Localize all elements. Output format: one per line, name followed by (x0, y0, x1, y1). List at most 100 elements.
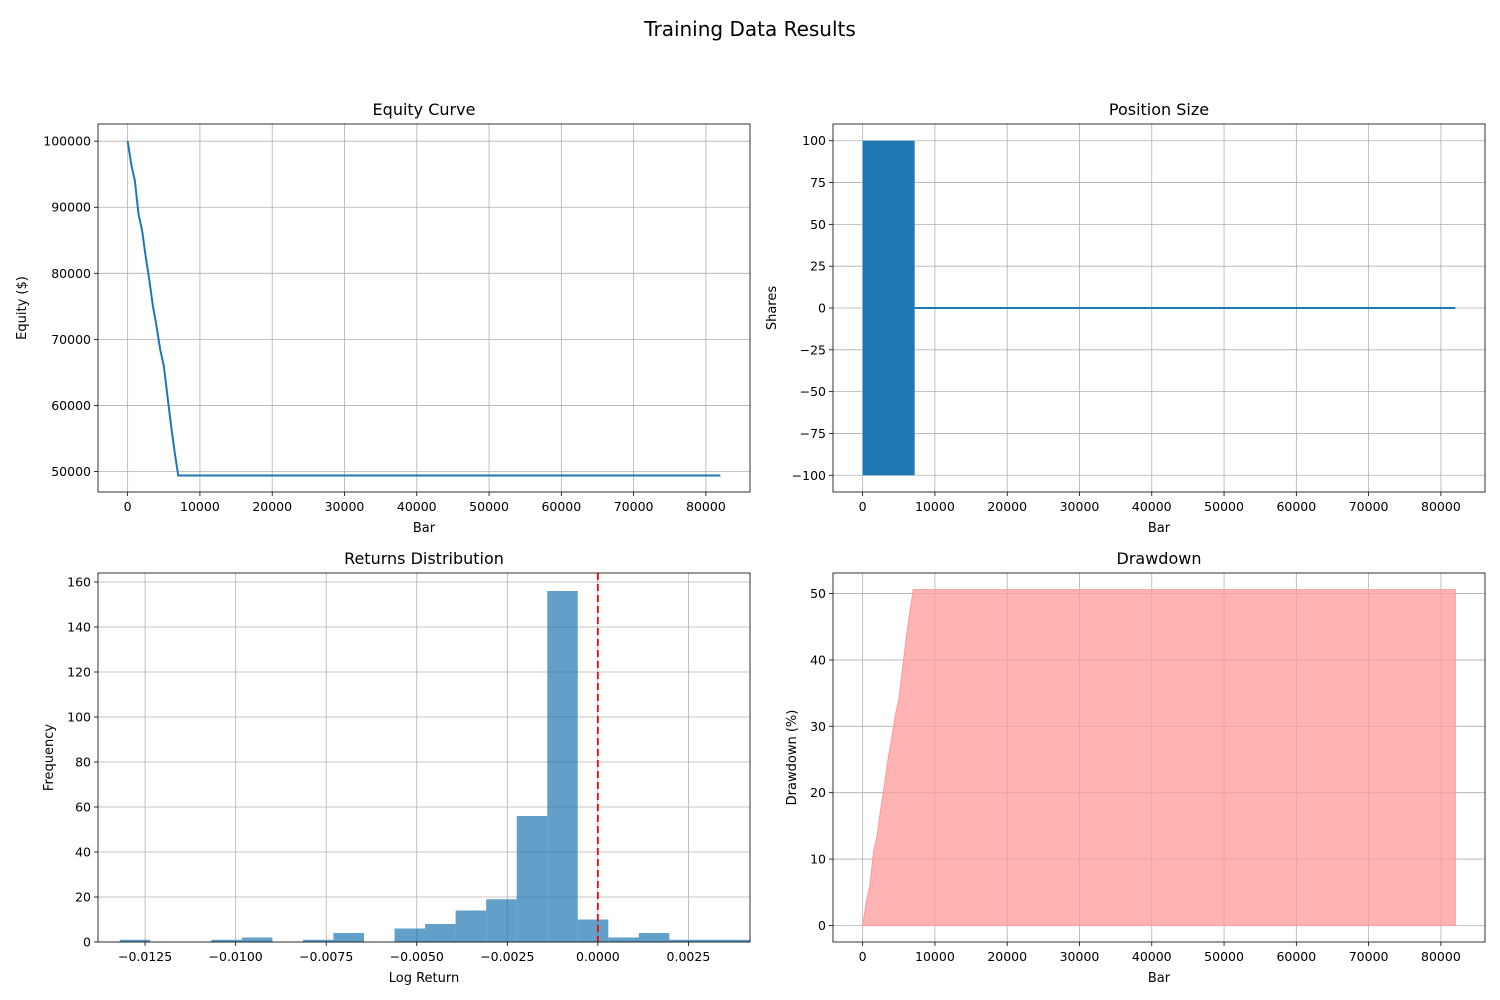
x-tick-label: −0.0050 (390, 949, 444, 964)
equity-ylabel: Equity ($) (15, 276, 30, 340)
histogram-bar (333, 933, 365, 942)
x-tick-label: 20000 (987, 499, 1027, 514)
x-tick-label: 10000 (915, 949, 955, 964)
x-tick-label: −0.0075 (299, 949, 353, 964)
position-chart: 0 10000 20000 30000 40000 50000 60000 70000 8000… (765, 100, 1486, 536)
x-tick-label: 0 (124, 499, 132, 514)
x-tick-label: 30000 (1060, 949, 1100, 964)
returns-grid (98, 573, 750, 943)
x-tick-label: −0.0100 (209, 949, 263, 964)
y-tick-label: 10 (810, 852, 826, 867)
equity-title: Equity Curve (373, 100, 476, 119)
histogram-bar (486, 899, 517, 942)
equity-grid (98, 124, 750, 492)
y-tick-label: 120 (67, 665, 91, 680)
histogram-bar (241, 937, 273, 942)
y-tick-label: 40 (810, 652, 826, 667)
histogram-bar (302, 939, 334, 942)
figure-suptitle: Training Data Results (643, 17, 856, 41)
y-tick-label: 100000 (43, 134, 91, 149)
drawdown-chart: 0 10000 20000 30000 40000 50000 60000 70000 8000… (785, 549, 1486, 986)
y-tick-label: 50000 (51, 464, 91, 479)
drawdown-axes-frame (832, 572, 1486, 943)
y-tick-label: 50 (810, 217, 826, 232)
x-tick-label: 60000 (1276, 949, 1316, 964)
x-tick-label: 30000 (1060, 499, 1100, 514)
x-tick-label: 60000 (541, 499, 581, 514)
x-tick-label: 80000 (1421, 949, 1461, 964)
returns-title: Returns Distribution (344, 549, 504, 568)
x-tick-label: −0.0125 (118, 949, 172, 964)
x-tick-label: 0 (859, 499, 867, 514)
equity-xlabel: Bar (413, 521, 436, 536)
x-tick-label: 40000 (1132, 499, 1172, 514)
y-tick-label: 75 (810, 175, 826, 190)
x-tick-label: 50000 (469, 499, 509, 514)
y-tick-label: 40 (75, 845, 91, 860)
returns-axes-frame (97, 572, 751, 943)
y-tick-label: −75 (800, 426, 826, 441)
y-tick-label: 20 (810, 785, 826, 800)
position-ylabel: Shares (765, 286, 780, 331)
y-tick-label: −100 (792, 468, 826, 483)
y-tick-label: 25 (810, 259, 826, 274)
x-tick-label: 70000 (1349, 499, 1389, 514)
y-tick-label: 50 (810, 586, 826, 601)
histogram-bar (211, 939, 242, 942)
x-tick-label: 50000 (1204, 499, 1244, 514)
y-tick-label: 80000 (51, 266, 91, 281)
y-tick-label: 20 (75, 890, 91, 905)
returns-marks (119, 573, 750, 942)
x-tick-label: 60000 (1276, 499, 1316, 514)
y-tick-label: 80 (75, 755, 91, 770)
equity-axes-frame (97, 123, 751, 493)
x-tick-label: 30000 (325, 499, 365, 514)
x-tick-label: 80000 (1421, 499, 1461, 514)
drawdown-area (862, 589, 1456, 926)
x-tick-label: 70000 (1349, 949, 1389, 964)
position-marks (862, 140, 1456, 476)
x-tick-label: 20000 (252, 499, 292, 514)
x-tick-label: 80000 (686, 499, 726, 514)
y-tick-label: 140 (67, 620, 91, 635)
position-oscillation-band (862, 140, 915, 476)
histogram-bar (608, 937, 639, 942)
histogram-bar (394, 928, 426, 942)
position-title: Position Size (1109, 100, 1209, 119)
y-tick-label: 100 (67, 710, 91, 725)
y-tick-label: 30 (810, 719, 826, 734)
position-xlabel: Bar (1148, 521, 1171, 536)
x-tick-label: 10000 (180, 499, 220, 514)
x-tick-label: −0.0025 (480, 949, 534, 964)
y-tick-label: 0 (818, 918, 826, 933)
histogram-bar (669, 939, 700, 942)
drawdown-title: Drawdown (1117, 549, 1202, 568)
histogram-bar (638, 933, 670, 942)
histogram-bar (455, 910, 487, 942)
histogram-bar (730, 939, 750, 942)
y-tick-label: 160 (67, 575, 91, 590)
histogram-bar (547, 591, 578, 942)
returns-chart: −0.0125 −0.0100 −0.0075 −0.0050 −0.0025 0.000… (42, 549, 751, 986)
histogram-bar (425, 924, 456, 942)
histogram-bar (516, 816, 548, 942)
drawdown-ylabel: Drawdown (%) (785, 710, 800, 806)
x-tick-label: 40000 (397, 499, 437, 514)
x-tick-label: 70000 (614, 499, 654, 514)
y-tick-label: 70000 (51, 332, 91, 347)
y-tick-label: 60 (75, 800, 91, 815)
returns-ylabel: Frequency (42, 724, 57, 791)
x-tick-label: 20000 (987, 949, 1027, 964)
x-tick-label: 40000 (1132, 949, 1172, 964)
equity-chart: 0 10000 20000 30000 40000 50000 60000 70000 8000… (15, 100, 751, 536)
x-tick-label: 0.0000 (576, 949, 620, 964)
drawdown-xlabel: Bar (1148, 971, 1171, 986)
y-tick-label: −50 (800, 384, 826, 399)
x-tick-label: 0.0025 (667, 949, 711, 964)
equity-marks (126, 141, 721, 477)
drawdown-marks (862, 589, 1456, 926)
y-tick-label: 60000 (51, 398, 91, 413)
equity-series-line (126, 141, 721, 477)
y-tick-label: 0 (818, 301, 826, 316)
